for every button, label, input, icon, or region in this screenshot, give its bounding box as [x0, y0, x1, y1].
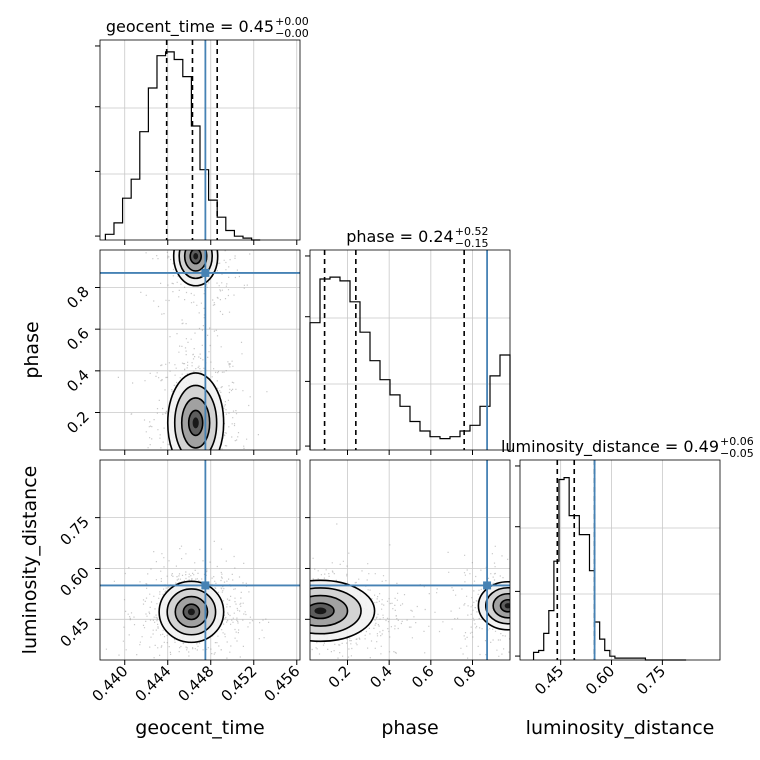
y-tick-label: 0.60 [56, 564, 92, 600]
x-tick-label: 0.440 [88, 662, 131, 705]
contour-line [189, 250, 202, 265]
hist-step-geocent_time [104, 51, 261, 241]
x-tick-label: 0.452 [217, 662, 260, 705]
y-axis-label-phase: phase [21, 321, 43, 378]
y-tick-label: 0.45 [56, 614, 92, 650]
title-err-minus: −0.05 [720, 447, 754, 460]
title-text: phase = 0.24 [346, 227, 453, 246]
x-axis-label-geocent_time: geocent_time [135, 717, 264, 739]
density-fill [192, 417, 199, 429]
panel-frame [99, 249, 301, 451]
contour-line [173, 384, 218, 450]
truth-marker [483, 581, 492, 590]
panel-title-luminosity_distance: luminosity_distance = 0.49 +0.06−0.05 [501, 435, 754, 460]
contour-line [158, 580, 225, 644]
y-tick-label: 0.8 [63, 283, 93, 313]
title-err-minus: −0.00 [275, 27, 309, 40]
density-fill [193, 253, 199, 260]
panel-frame [99, 459, 301, 661]
x-tick-label: 0.45 [531, 662, 567, 698]
x-tick-label: 0.8 [450, 662, 480, 692]
panel-frame [309, 459, 511, 661]
contour-line [166, 372, 225, 450]
x-tick-label: 0.456 [261, 662, 304, 705]
x-tick-label: 0.60 [582, 662, 618, 698]
title-err-plus: +0.00 [275, 15, 309, 28]
x-tick-label: 0.444 [131, 662, 174, 705]
x-tick-label: 0.4 [366, 662, 396, 692]
density-fill [314, 607, 327, 615]
contour-line [180, 397, 211, 449]
panel-frame [309, 249, 511, 451]
y-tick-label: 0.6 [63, 324, 93, 354]
y-tick-label: 0.4 [63, 366, 93, 396]
panel-title-phase: phase = 0.24 +0.52−0.15 [346, 225, 488, 250]
hist-step-phase [309, 276, 511, 450]
y-tick-label: 0.75 [56, 513, 92, 549]
contour-line [187, 409, 204, 437]
joint-panel-geocent_time-luminosity_distance [100, 460, 300, 660]
panel-frame [99, 39, 301, 241]
contour-line [310, 579, 376, 643]
contour-line [172, 250, 219, 287]
truth-marker [201, 268, 210, 277]
contour-line [484, 586, 510, 625]
contour-line [174, 595, 209, 628]
contour-line [182, 603, 201, 621]
joint-panel-geocent_time-phase [100, 250, 300, 450]
x-tick-label: 0.6 [408, 662, 438, 692]
y-axis-label-luminosity-distance: luminosity_distance [19, 466, 41, 655]
title-err-minus: −0.15 [455, 237, 489, 250]
title-text: geocent_time = 0.45 [106, 17, 274, 37]
contour-line [499, 598, 510, 613]
x-tick-label: 0.75 [633, 662, 669, 698]
contour-line [310, 587, 362, 635]
x-axis-label-luminosity_distance: luminosity_distance [526, 717, 715, 739]
contour-line [310, 602, 335, 620]
contour-line [477, 580, 510, 631]
panel-title-geocent_time: geocent_time = 0.45 +0.00−0.00 [106, 15, 309, 40]
title-text: luminosity_distance = 0.49 [501, 437, 719, 457]
x-axis-label-phase: phase [381, 717, 438, 739]
truth-marker [201, 581, 210, 590]
contour-line [310, 594, 349, 627]
title-err-plus: +0.52 [455, 225, 489, 238]
contour-line [492, 592, 510, 619]
panel-frame [519, 459, 721, 661]
x-tick-label: 0.448 [174, 662, 217, 705]
contour-line [166, 588, 217, 636]
density-fill [187, 608, 195, 616]
joint-panel-phase-luminosity_distance [310, 460, 510, 660]
contour-line [178, 250, 213, 280]
y-tick-label: 0.2 [63, 408, 93, 438]
x-tick-label: 0.2 [325, 662, 355, 692]
title-err-plus: +0.06 [720, 435, 754, 448]
contour-line [183, 250, 208, 272]
density-fill [504, 603, 510, 609]
panel-bg-luminosity_distance [520, 460, 720, 660]
